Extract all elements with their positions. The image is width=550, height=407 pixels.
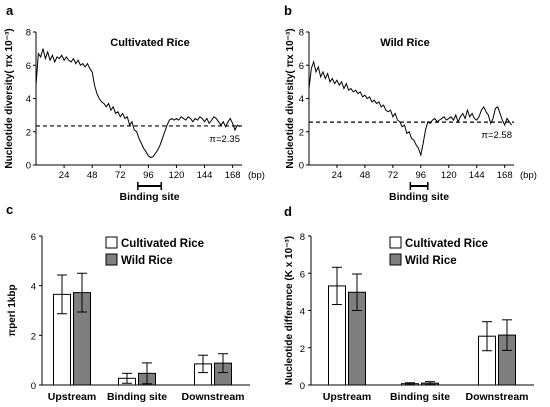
diversity-line xyxy=(35,48,240,159)
x-unit-label: (bp) xyxy=(248,170,265,181)
legend-label: Cultivated Rice xyxy=(405,238,488,250)
y-axis-title: Nucleotide diversity( πx 10⁻³) xyxy=(285,28,296,168)
y-tick-label: 2 xyxy=(26,127,31,138)
bracket-label: Binding site xyxy=(389,191,449,203)
panel-label-c: c xyxy=(6,202,13,217)
y-tick-label: 2 xyxy=(31,331,36,342)
y-tick-label: 6 xyxy=(300,269,305,280)
x-tick-label: 48 xyxy=(360,170,371,181)
y-axis-title: Nucleotide difference (K x 10⁻³) xyxy=(284,236,295,385)
x-tick-label: 120 xyxy=(169,170,185,181)
plot-c: 0 2 4 6 πperl 1kbp Upstream Binding site Downst… xyxy=(7,232,250,403)
legend-swatch xyxy=(389,236,402,249)
x-tick-label: 120 xyxy=(441,170,457,181)
category-label: Upstream xyxy=(323,391,371,403)
panel-label-b: b xyxy=(284,3,292,18)
y-tick-label: 4 xyxy=(26,94,31,105)
panel-c: c 0 2 4 6 πperl 1kbp Upstream Binding site Down… xyxy=(6,202,250,403)
chart-title: Wild Rice xyxy=(380,37,429,49)
y-tick-label: 2 xyxy=(300,344,305,355)
category-label: Binding site xyxy=(390,391,450,403)
y-tick-label: 0 xyxy=(300,381,305,392)
panel-label-a: a xyxy=(6,3,14,18)
category-label: Downstream xyxy=(181,391,244,403)
y-tick-label: 0 xyxy=(26,161,31,172)
category-label: Binding site xyxy=(107,391,167,403)
legend-swatch xyxy=(389,253,402,266)
x-tick-label: 72 xyxy=(115,170,126,181)
bracket-label: Binding site xyxy=(119,191,179,203)
diversity-line xyxy=(308,60,513,157)
x-tick-label: 96 xyxy=(143,170,154,181)
plot-d: 0 2 4 6 8 Nucleotide difference (K x 10⁻³) Ups… xyxy=(284,232,534,403)
legend-label: Wild Rice xyxy=(405,255,457,267)
mean-label: π=2.35 xyxy=(209,134,240,145)
y-tick-label: 6 xyxy=(299,61,304,72)
y-tick-label: 4 xyxy=(299,94,304,105)
mean-label: π=2.58 xyxy=(481,130,512,141)
panel-d: d 0 2 4 6 8 Nucleotide difference (K x 10⁻³) U… xyxy=(284,204,534,403)
x-tick-label: 24 xyxy=(59,170,70,181)
y-tick-label: 0 xyxy=(299,161,304,172)
category-label: Downstream xyxy=(465,391,528,403)
y-axis-title: πperl 1kbp xyxy=(7,284,18,336)
chart-title: Cultivated Rice xyxy=(110,37,189,49)
y-tick-label: 8 xyxy=(300,232,305,243)
y-tick-label: 0 xyxy=(31,381,36,392)
y-tick-label: 2 xyxy=(299,127,304,138)
category-label: Upstream xyxy=(48,391,96,403)
y-tick-label: 6 xyxy=(31,232,36,243)
panel-label-d: d xyxy=(284,204,292,219)
y-tick-label: 6 xyxy=(26,61,31,72)
y-tick-label: 4 xyxy=(31,282,36,293)
legend-swatch xyxy=(105,236,118,249)
x-unit-label: (bp) xyxy=(520,170,537,181)
x-tick-label: 168 xyxy=(497,170,513,181)
x-tick-label: 72 xyxy=(388,170,399,181)
x-tick-label: 144 xyxy=(469,170,485,181)
y-tick-label: 8 xyxy=(26,28,31,39)
x-tick-label: 24 xyxy=(332,170,343,181)
legend-label: Wild Rice xyxy=(121,255,173,267)
x-tick-label: 96 xyxy=(416,170,427,181)
legend-label: Cultivated Rice xyxy=(121,238,204,250)
y-axis-title: Nucleotide diversity( πx 10⁻³) xyxy=(4,28,15,168)
x-tick-label: 48 xyxy=(87,170,98,181)
x-tick-label: 144 xyxy=(197,170,213,181)
legend-swatch xyxy=(105,253,118,266)
y-tick-label: 4 xyxy=(300,307,305,318)
x-tick-label: 168 xyxy=(225,170,241,181)
y-tick-label: 8 xyxy=(299,28,304,39)
